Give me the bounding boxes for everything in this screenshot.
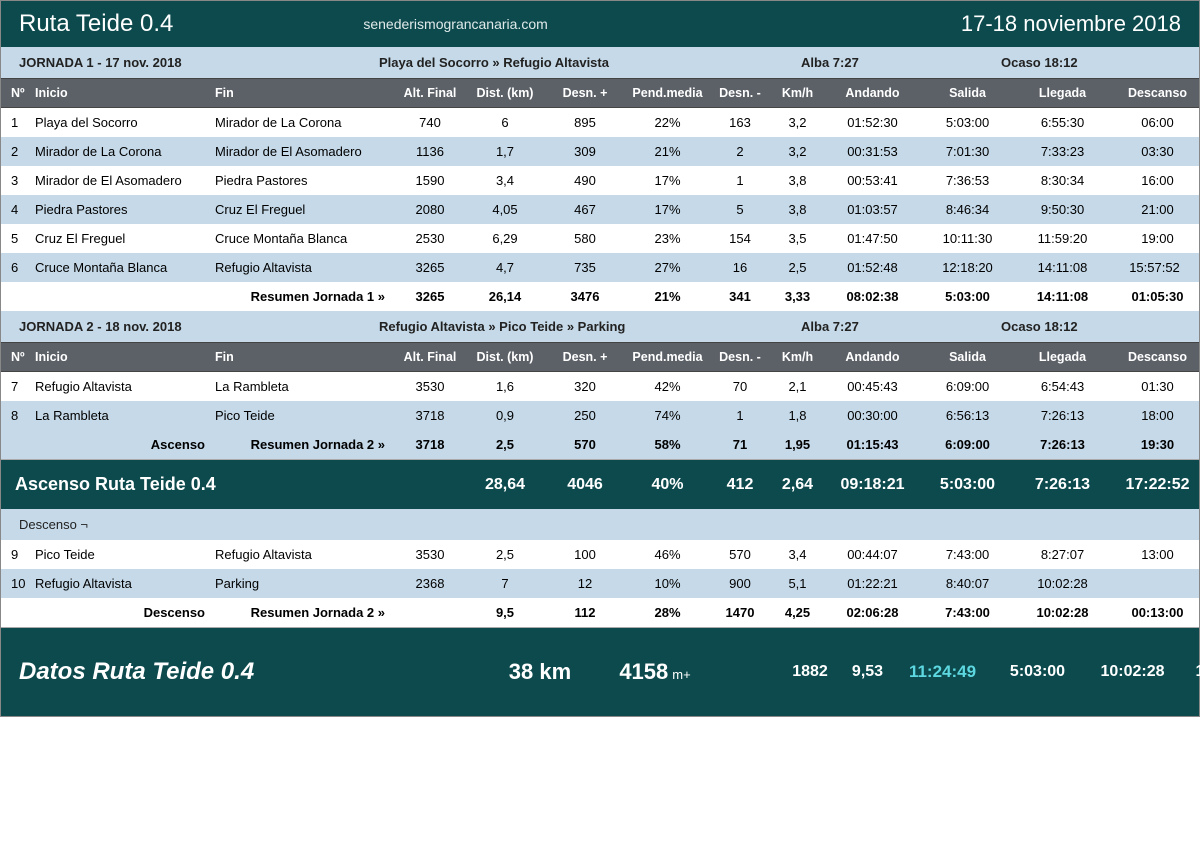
day1-rows: 1Playa del SocorroMirador de La Corona74… [1,108,1199,282]
table-row: 2Mirador de La CoronaMirador de El Asoma… [1,137,1199,166]
table-row: 9Pico TeideRefugio Altavista35302,510046… [1,540,1199,569]
day2-summary: Ascenso Resumen Jornada 2 » 3718 2,5 570… [1,430,1199,460]
route-title: Ruta Teide 0.4 [19,10,173,38]
ascenso-bar: Ascenso Ruta Teide 0.4 28,64 4046 40% 41… [1,460,1199,509]
day1-ocaso: Ocaso 18:12 [1001,55,1181,70]
table-row: 4Piedra PastoresCruz El Freguel20804,054… [1,195,1199,224]
table-row: 1Playa del SocorroMirador de La Corona74… [1,108,1199,137]
route-sheet: Ruta Teide 0.4 senederismograncanaria.co… [0,0,1200,717]
totals-label: Datos Ruta Teide 0.4 [11,658,395,686]
descenso-summary: Descenso Resumen Jornada 2 » 9,5 112 28%… [1,598,1199,628]
table-row: 3Mirador de El AsomaderoPiedra Pastores1… [1,166,1199,195]
day2-route: Refugio Altavista » Pico Teide » Parking [379,319,801,334]
columns-header: Nº Inicio Fin Alt. Final Dist. (km) Desn… [1,78,1199,108]
descenso-header: Descenso ¬ [1,509,1199,540]
table-row: 5Cruz El FreguelCruce Montaña Blanca2530… [1,224,1199,253]
day1-route: Playa del Socorro » Refugio Altavista [379,55,801,70]
day1-header: JORNADA 1 - 17 nov. 2018 Playa del Socor… [1,47,1199,78]
day1-label: JORNADA 1 - 17 nov. 2018 [19,55,379,70]
day1-summary: Resumen Jornada 1 » 3265 26,14 3476 21% … [1,282,1199,311]
day1-alba: Alba 7:27 [801,55,1001,70]
day2-rows: 7Refugio AltavistaLa Rambleta35301,63204… [1,372,1199,430]
descenso-rows: 9Pico TeideRefugio Altavista35302,510046… [1,540,1199,598]
day2-ocaso: Ocaso 18:12 [1001,319,1181,334]
date-range: 17-18 noviembre 2018 [961,11,1181,37]
table-row: 10Refugio AltavistaParking236871210%9005… [1,569,1199,598]
day2-label: JORNADA 2 - 18 nov. 2018 [19,319,379,334]
columns-header-2: Nº Inicio Fin Alt. Final Dist. (km) Desn… [1,342,1199,372]
totals-bar: Datos Ruta Teide 0.4 38 km 4158m+ 1882 9… [1,628,1199,716]
table-row: 6Cruce Montaña BlancaRefugio Altavista32… [1,253,1199,282]
table-row: 8La RambletaPico Teide37180,925074%11,80… [1,401,1199,430]
day2-header: JORNADA 2 - 18 nov. 2018 Refugio Altavis… [1,311,1199,342]
day2-alba: Alba 7:27 [801,319,1001,334]
table-row: 7Refugio AltavistaLa Rambleta35301,63204… [1,372,1199,401]
site-name: senederismograncanaria.com [363,16,547,32]
header-bar: Ruta Teide 0.4 senederismograncanaria.co… [1,1,1199,47]
total-walking-time: 11:24:49 [895,662,990,682]
